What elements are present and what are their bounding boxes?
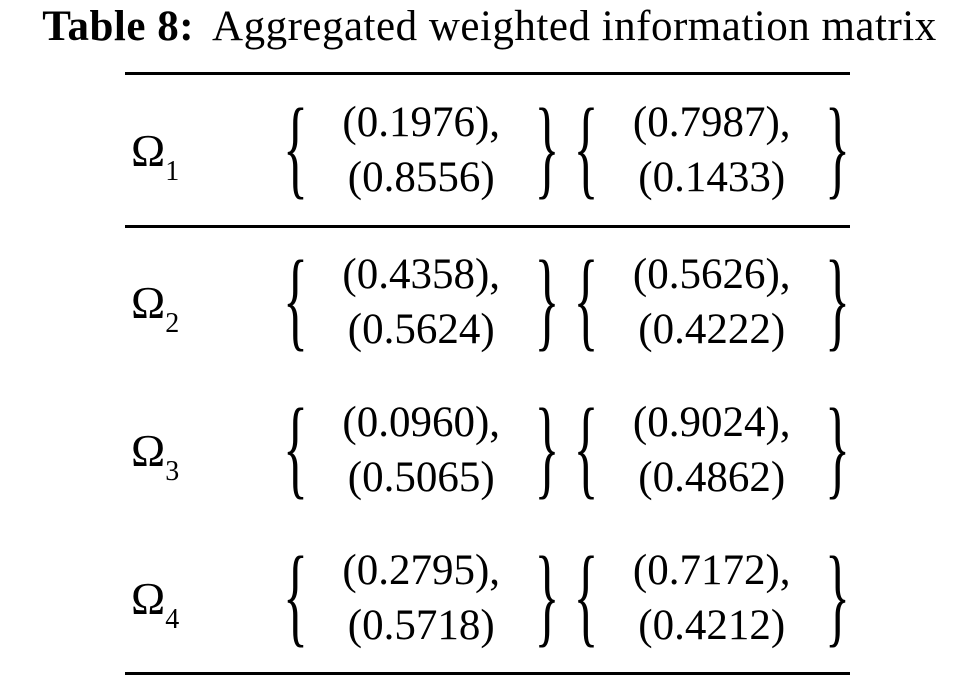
- cell-value-line: (0.2795),: [342, 547, 501, 594]
- table-row: Ω3 { (0.0960), (0.5065) } { (0.9024), (0…: [125, 376, 850, 524]
- omega-subscript: 4: [165, 603, 180, 635]
- omega-symbol: Ω: [131, 276, 166, 328]
- cell-value-line: (0.4212): [638, 602, 786, 649]
- omega-symbol: Ω: [131, 424, 166, 476]
- cell-values: (0.2795), (0.5718): [308, 543, 535, 653]
- cell-values: (0.1976), (0.8556): [308, 95, 535, 205]
- cell-values: (0.5626), (0.4222): [598, 247, 825, 357]
- cell-values: (0.7987), (0.1433): [598, 95, 825, 205]
- table-row: Ω2 { (0.4358), (0.5624) } { (0.5626), (0…: [125, 228, 850, 376]
- right-brace: }: [534, 387, 560, 511]
- cell-value-line: (0.5624): [347, 306, 495, 353]
- cell-value-line: (0.8556): [347, 154, 495, 201]
- left-brace: {: [573, 535, 599, 659]
- omega-symbol: Ω: [131, 124, 166, 176]
- cell-value-line: (0.4358),: [342, 251, 501, 298]
- matrix-cell: { (0.2795), (0.5718) }: [283, 524, 560, 672]
- matrix-cell: { (0.9024), (0.4862) }: [574, 376, 851, 524]
- row-label-omega-1: Ω1: [125, 124, 283, 186]
- right-brace: }: [534, 239, 560, 363]
- cell-value-line: (0.4862): [638, 454, 786, 501]
- cell-values: (0.0960), (0.5065): [308, 395, 535, 505]
- left-brace: {: [283, 239, 308, 363]
- right-brace: }: [534, 535, 560, 659]
- cell-value-line: (0.1976),: [342, 99, 501, 146]
- row-label-omega-4: Ω4: [125, 572, 283, 634]
- table-row: Ω1 { (0.1976), (0.8556) } { (0.7987), (0…: [125, 75, 850, 228]
- matrix-cell: { (0.7172), (0.4212) }: [574, 524, 851, 672]
- matrix-cell: { (0.1976), (0.8556) }: [283, 75, 560, 225]
- information-matrix-table: Ω1 { (0.1976), (0.8556) } { (0.7987), (0…: [125, 72, 850, 675]
- row-label-omega-3: Ω3: [125, 424, 283, 486]
- omega-subscript: 3: [165, 455, 180, 487]
- left-brace: {: [283, 535, 308, 659]
- left-brace: {: [283, 387, 308, 511]
- cell-value-line: (0.7172),: [632, 547, 791, 594]
- matrix-cell: { (0.4358), (0.5624) }: [283, 228, 560, 376]
- right-brace: }: [825, 535, 850, 659]
- cell-value-line: (0.5718): [347, 602, 495, 649]
- table-row: Ω4 { (0.2795), (0.5718) } { (0.7172), (0…: [125, 524, 850, 672]
- cell-value-line: (0.1433): [638, 154, 786, 201]
- cell-value-line: (0.4222): [638, 306, 786, 353]
- cell-values: (0.9024), (0.4862): [598, 395, 825, 505]
- left-brace: {: [283, 87, 308, 211]
- right-brace: }: [825, 87, 850, 211]
- left-brace: {: [573, 239, 599, 363]
- cell-values: (0.7172), (0.4212): [598, 543, 825, 653]
- cell-value-line: (0.7987),: [632, 99, 791, 146]
- cell-values: (0.4358), (0.5624): [308, 247, 535, 357]
- cell-value-line: (0.5065): [347, 454, 495, 501]
- matrix-cell: { (0.0960), (0.5065) }: [283, 376, 560, 524]
- left-brace: {: [573, 87, 599, 211]
- right-brace: }: [534, 87, 560, 211]
- cell-value-line: (0.5626),: [632, 251, 791, 298]
- right-brace: }: [825, 387, 850, 511]
- right-brace: }: [825, 239, 850, 363]
- omega-symbol: Ω: [131, 572, 166, 624]
- table-caption: Table 8: Aggregated weighted information …: [0, 2, 979, 51]
- table-caption-text: Aggregated weighted information matrix: [212, 3, 937, 50]
- table-caption-label: Table 8:: [42, 3, 195, 50]
- omega-subscript: 2: [165, 307, 180, 339]
- matrix-cell: { (0.5626), (0.4222) }: [574, 228, 851, 376]
- omega-subscript: 1: [165, 155, 180, 187]
- matrix-cell: { (0.7987), (0.1433) }: [574, 75, 851, 225]
- row-label-omega-2: Ω2: [125, 276, 283, 338]
- left-brace: {: [573, 387, 599, 511]
- cell-value-line: (0.0960),: [342, 399, 501, 446]
- cell-value-line: (0.9024),: [632, 399, 791, 446]
